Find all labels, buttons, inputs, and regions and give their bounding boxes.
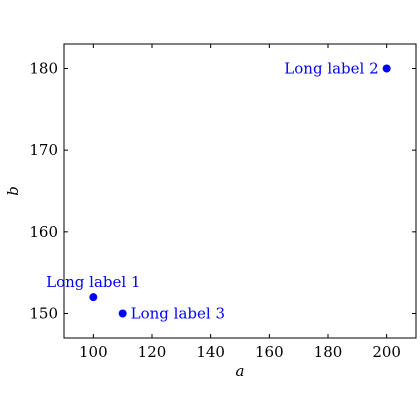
y-tick-label: 160 <box>29 223 58 241</box>
x-axis-label: a <box>236 362 245 380</box>
plot-area: 100 120 140 160 180 200 150 160 170 180 Long labe… <box>29 43 417 361</box>
x-tick-label: 100 <box>79 343 108 361</box>
data-point <box>89 293 98 302</box>
data-point-label: Long label 3 <box>131 305 225 323</box>
data-point <box>382 64 391 73</box>
x-tick-label: 180 <box>314 343 343 361</box>
y-tick-label: 180 <box>29 60 58 78</box>
y-tick-label: 150 <box>29 305 58 323</box>
y-tick-label: 170 <box>29 141 58 159</box>
x-tick-label: 200 <box>372 343 401 361</box>
data-point <box>118 309 127 318</box>
x-tick-label: 120 <box>138 343 167 361</box>
y-axis-label: b <box>4 186 22 196</box>
x-tick-label: 160 <box>255 343 284 361</box>
plot-frame <box>63 43 417 339</box>
data-point-label: Long label 1 <box>46 273 140 291</box>
points-layer: Long label 1 Long label 2 Long label 3 <box>46 60 391 323</box>
x-tick-label: 140 <box>196 343 225 361</box>
data-point-label: Long label 2 <box>284 60 378 78</box>
ticks-layer: 100 120 140 160 180 200 150 160 170 180 <box>29 44 416 361</box>
